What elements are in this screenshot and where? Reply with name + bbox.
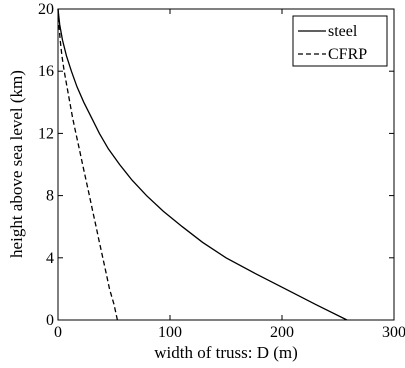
y-axis-label: height above sea level (km): [7, 70, 26, 258]
y-axis: 0 4 8 12 16 20: [38, 1, 394, 329]
legend: steel CFRP: [292, 15, 388, 67]
series-line-steel: [57, 8, 348, 321]
x-tick-label: 200: [270, 324, 294, 341]
x-tick-label: 0: [54, 324, 62, 341]
x-axis-label: width of truss: D (m): [154, 343, 298, 362]
y-tick-label: 16: [38, 63, 54, 80]
x-axis: 0 100 200 300: [54, 9, 405, 341]
plot-area-frame: [57, 8, 395, 321]
y-tick-label: 20: [38, 1, 54, 18]
legend-label-cfrp: CFRP: [328, 46, 367, 63]
series-layer: [57, 8, 348, 321]
y-tick-label: 12: [38, 125, 54, 142]
x-tick-label: 300: [382, 324, 405, 341]
x-tick-label: 100: [158, 324, 182, 341]
series-line-cfrp: [57, 8, 119, 321]
legend-label-steel: steel: [328, 23, 358, 40]
y-tick-label: 0: [46, 312, 54, 329]
y-tick-label: 8: [46, 188, 54, 205]
legend-box: [292, 15, 388, 67]
y-tick-label: 4: [46, 250, 54, 267]
